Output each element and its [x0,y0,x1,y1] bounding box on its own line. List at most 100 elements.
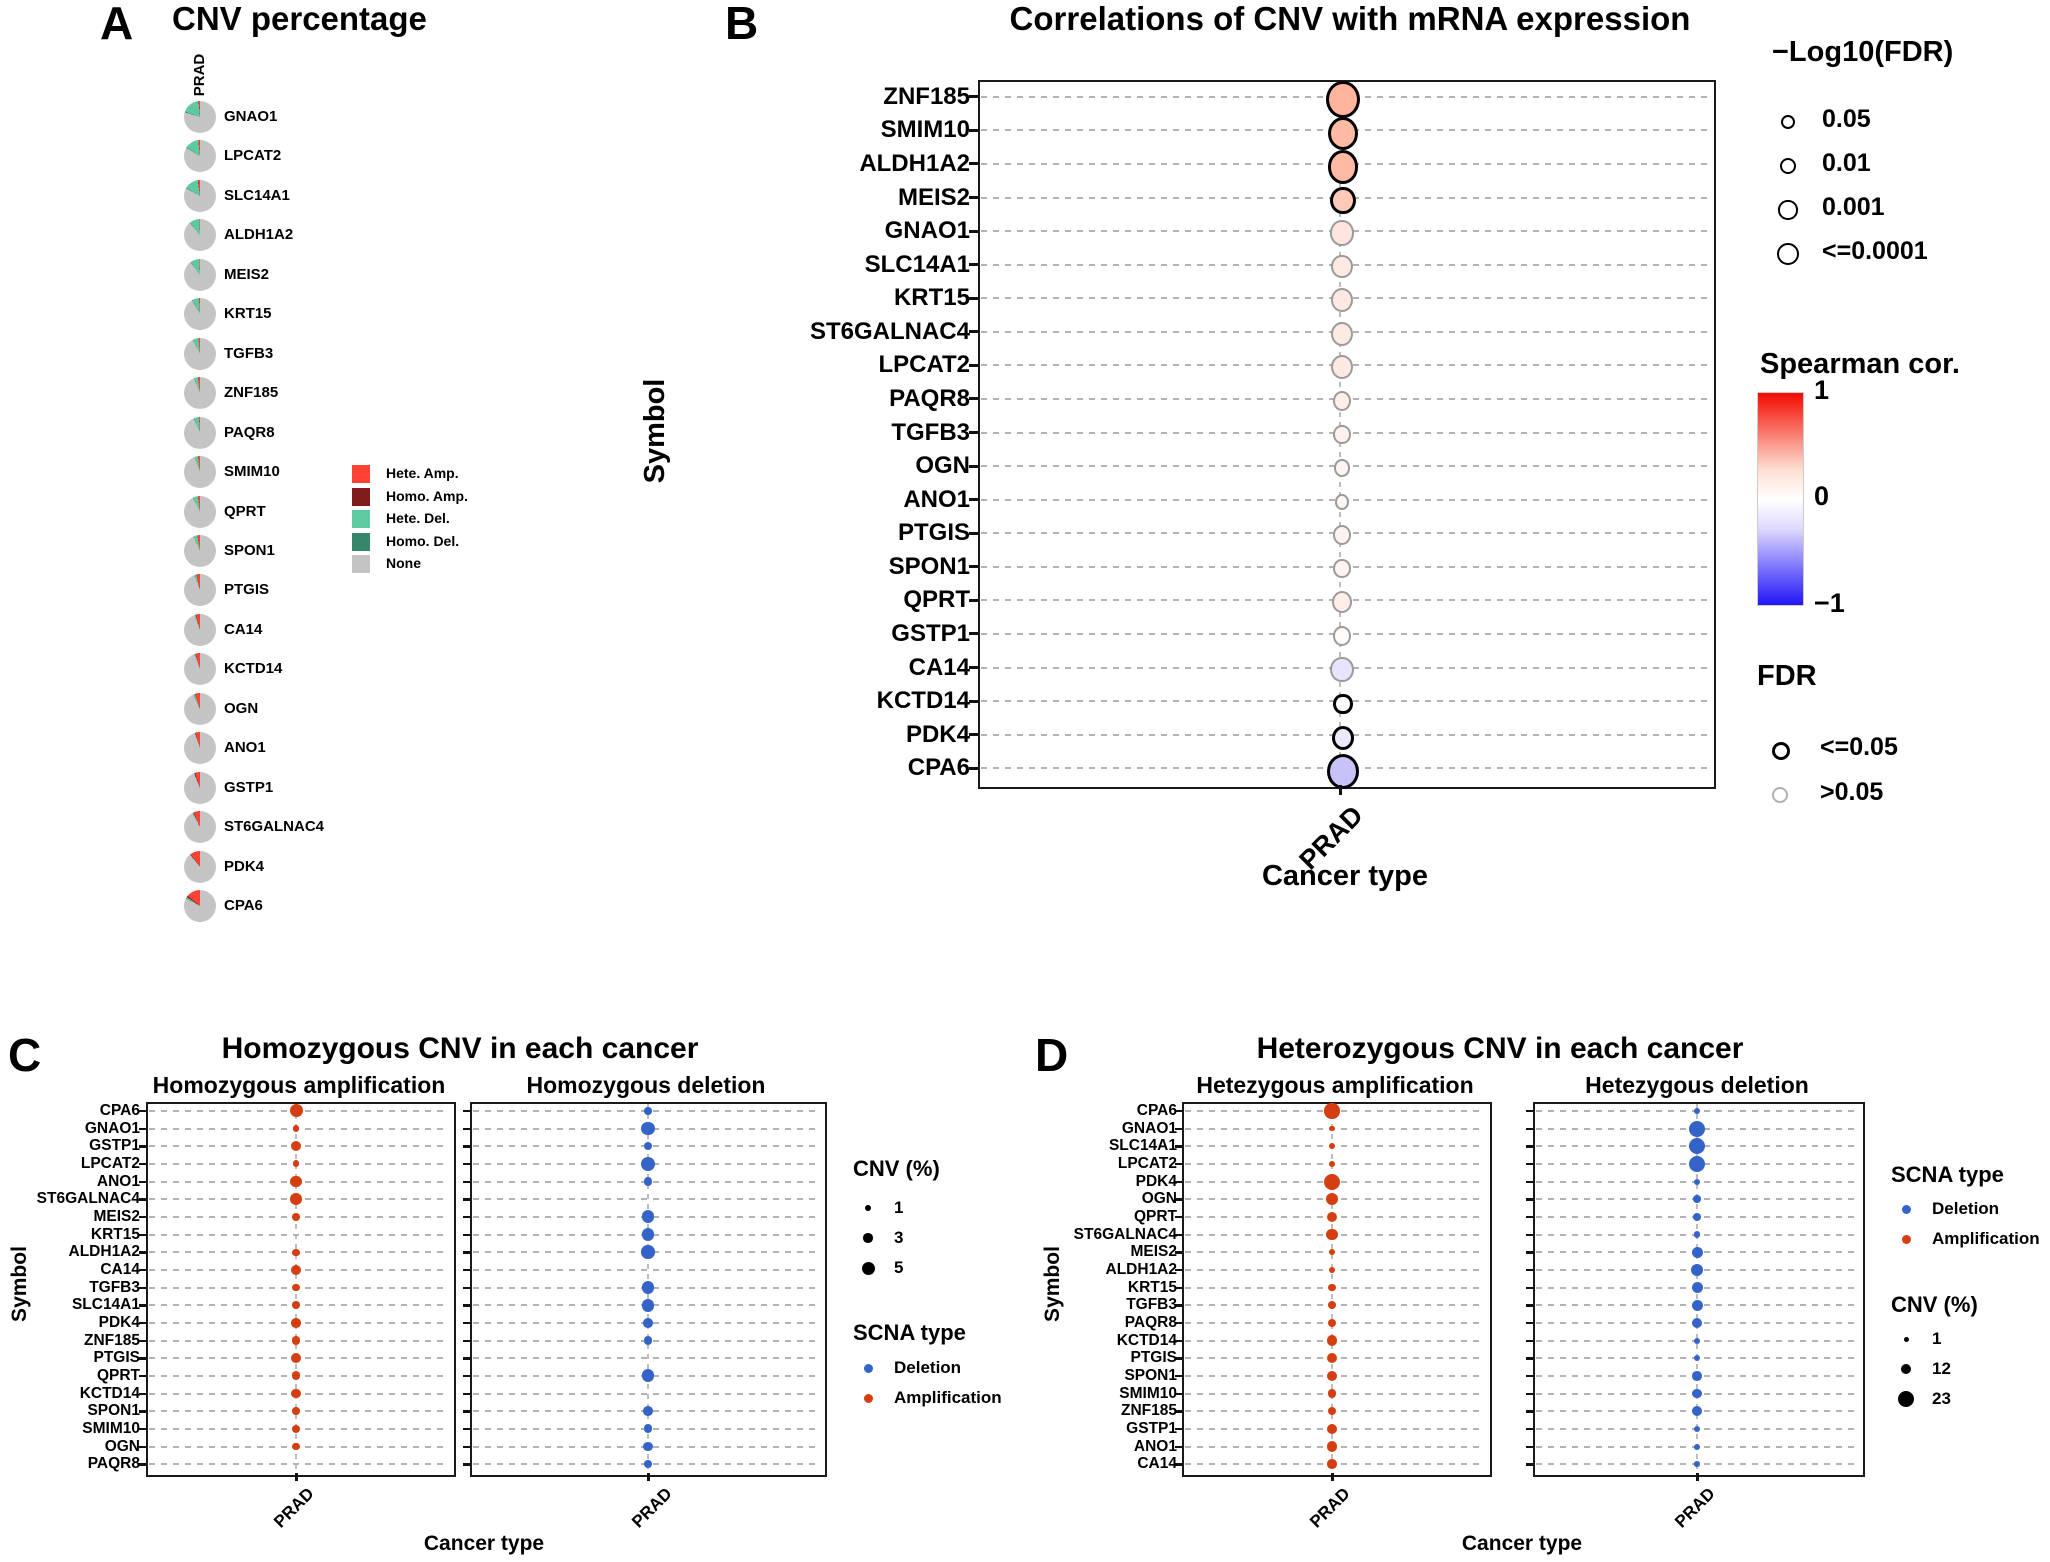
gene-label: KRT15 [90,1225,140,1243]
cnv-dot [1691,1405,1703,1417]
gene-label: MEIS2 [1130,1243,1177,1261]
cnv-dot [292,1283,300,1292]
cnv-dot [1326,1335,1338,1346]
cnv-size-legend-label: 5 [894,1258,904,1277]
cnv-dot [641,1281,655,1294]
gene-label: QPRT [1133,1207,1177,1225]
gene-label: GSTP1 [1126,1419,1177,1437]
cnv-dot [290,1141,302,1152]
y-axis-tick [139,1127,146,1130]
gene-label: PDK4 [98,1313,140,1331]
y-axis-tick [1526,1286,1533,1289]
pie-gene-label: MEIS2 [224,265,270,283]
gene-label: LPCAT2 [1117,1154,1177,1172]
colorbar-tick-label: −1 [1814,588,1845,618]
panel-b-y-axis-title: Symbol [639,378,671,484]
plot-horizontal-gridline [473,1392,820,1395]
pie-gene-label: PAQR8 [224,423,275,441]
panel-c-title: Homozygous CNV in each cancer [221,1032,699,1065]
y-axis-tick [463,1321,470,1325]
panel-d-y-axis-title: Symbol [1041,1246,1064,1322]
panel-b-title: Correlations of CNV with mRNA expression [1009,0,1691,37]
panel-c-letter: C [8,1029,42,1081]
fdr-legend-label: >0.05 [1820,778,1884,806]
y-axis-tick [1526,1463,1533,1466]
gene-label: SMIM10 [1119,1384,1177,1402]
panel-d-amplification-plot-area [1182,1102,1492,1477]
gene-label: QPRT [96,1366,140,1384]
y-axis-tick [1526,1321,1533,1325]
plot-horizontal-gridline [473,1268,820,1271]
gene-label: PTGIS [897,519,970,547]
cnv-dot [1326,1352,1338,1364]
cnv-dot [1329,1125,1335,1132]
y-axis-tick [463,1445,470,1448]
pie-chart [184,534,216,567]
y-axis-tick [1526,1392,1533,1395]
cnv-dot [291,1424,301,1433]
y-axis-tick [1175,1286,1182,1289]
y-axis-tick [463,1357,470,1360]
correlation-bubble [1332,390,1352,412]
correlation-bubble [1326,753,1360,789]
cnv-dot [1692,1371,1702,1381]
gene-label: ZNF185 [883,82,970,110]
cnv-size-legend-dot [865,1205,871,1211]
cnv-dot [1693,1195,1701,1203]
cnv-dot [289,1104,303,1118]
cnv-dot [1326,1423,1338,1435]
legend-swatch [352,487,370,506]
pie-chart [184,140,216,173]
correlation-bubble [1330,186,1356,215]
cnv-dot [1693,1425,1701,1433]
gene-label: ST6GALNAC4 [809,317,970,345]
size-legend-label: 0.001 [1822,193,1885,221]
correlation-bubble [1334,493,1350,510]
x-axis-tick [1338,785,1342,795]
y-axis-tick [139,1109,146,1113]
panel-d-x-tick-prad-amp: PRAD [1305,1484,1354,1532]
y-axis-tick [1175,1357,1182,1360]
y-axis-tick [139,1374,146,1378]
y-axis-tick [969,565,978,569]
cnv-dot [1692,1388,1702,1399]
cnv-dot [1691,1282,1703,1293]
cnv-dot [292,1248,300,1256]
y-axis-tick [969,666,978,669]
y-axis-tick [969,766,978,770]
colorbar-tick-label: 1 [1814,375,1830,405]
y-axis-tick [1175,1233,1182,1236]
plot-horizontal-gridline [1185,1127,1485,1130]
gene-label: CA14 [908,653,970,681]
panel-c-subtitle-amplification: Homozygous amplification [152,1072,446,1098]
correlation-bubble [1332,725,1354,750]
cnv-dot [1693,1354,1701,1362]
pie-chart [184,337,216,370]
y-axis-tick [139,1162,146,1166]
plot-horizontal-gridline [473,1357,820,1360]
y-axis-tick [1526,1162,1533,1166]
gene-label: GNAO1 [84,1119,140,1137]
panel-b-fdr-legend-title: FDR [1757,660,1817,692]
pie-chart [184,732,216,765]
x-axis-tick [1331,1473,1334,1481]
gene-label: ALDH1A2 [68,1243,140,1261]
y-axis-tick [463,1374,470,1378]
pie-gene-label: LPCAT2 [224,147,282,165]
y-axis-tick [1526,1304,1533,1307]
cnv-dot [644,1460,652,1468]
y-axis-tick [1175,1463,1182,1466]
pie-gene-label: SLC14A1 [224,186,290,204]
y-axis-tick [1175,1392,1182,1395]
size-legend-dot [1780,114,1795,129]
correlation-bubble [1332,625,1352,647]
y-axis-tick [969,397,978,401]
gene-label: TGFB3 [891,418,970,446]
y-axis-tick [463,1392,470,1395]
gene-label: OGN [915,452,970,480]
pie-chart [184,456,216,489]
pie-gene-label: QPRT [224,502,266,520]
cnv-dot [1689,1120,1705,1137]
y-axis-tick [969,229,978,233]
correlation-bubble [1330,355,1354,380]
